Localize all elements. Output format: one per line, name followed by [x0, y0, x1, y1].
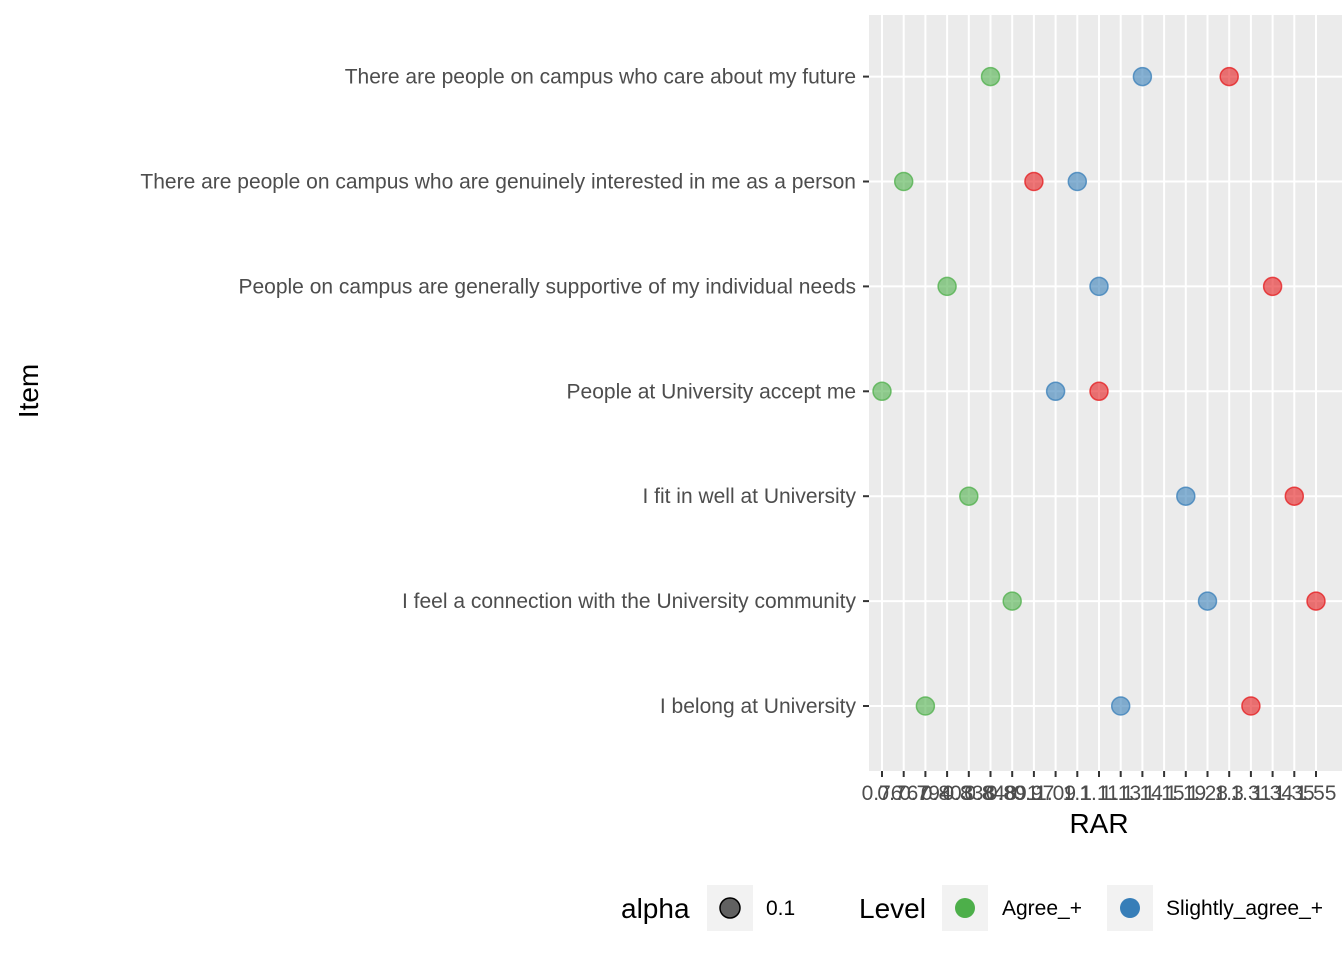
- legend: alpha 0.1 Level Agree_+ Slightly_agree_+: [621, 885, 1323, 931]
- data-point: [1241, 696, 1261, 716]
- data-point: [937, 276, 957, 297]
- y-axis-title: Item: [13, 364, 44, 418]
- data-point: [1197, 591, 1218, 611]
- x-axis-title: RAR: [1069, 808, 1128, 839]
- legend-label-slightly-agree: Slightly_agree_+: [1166, 897, 1323, 920]
- data-point: [872, 381, 892, 402]
- legend-swatch-agree: [955, 898, 975, 918]
- legend-level-title: Level: [859, 893, 926, 924]
- data-point: [1089, 381, 1109, 402]
- x-tick-label: 0.891: [986, 782, 1039, 805]
- x-tick-label: 0.838: [943, 782, 996, 805]
- data-point: [915, 696, 936, 716]
- x-tick-label: 1.3: [1215, 782, 1244, 805]
- x-tick-label: 0.97: [1013, 782, 1054, 805]
- x-tick-label: 1.14: [1122, 782, 1163, 805]
- x-tick-label: 0.794: [899, 782, 952, 805]
- legend-alpha-title: alpha: [621, 893, 690, 924]
- x-tick-label: 1.34: [1252, 782, 1293, 805]
- x-tick-label: 0.767: [877, 782, 930, 805]
- data-point: [1045, 381, 1066, 402]
- x-axis-ticks: 0.760.7670.7940.8030.8380.8480.8910.971.…: [862, 771, 1337, 805]
- data-point: [1262, 276, 1283, 297]
- data-point: [1132, 66, 1153, 87]
- data-point: [1176, 486, 1196, 506]
- legend-alpha-label: 0.1: [766, 897, 795, 920]
- data-point: [959, 486, 979, 506]
- data-point: [1284, 486, 1305, 506]
- data-point: [980, 66, 1001, 87]
- y-tick-label: There are people on campus who care abou…: [345, 66, 856, 89]
- x-tick-label: 1.09: [1035, 782, 1076, 805]
- x-tick-label: 1.11: [1079, 782, 1118, 805]
- y-tick-label: I feel a connection with the University …: [402, 590, 857, 613]
- data-point: [1067, 171, 1088, 192]
- y-tick-label: I belong at University: [660, 695, 857, 718]
- x-tick-label: 1.28: [1187, 782, 1228, 805]
- data-point: [1089, 276, 1109, 297]
- data-point: [1024, 171, 1044, 192]
- y-tick-label: I fit in well at University: [642, 485, 856, 508]
- y-axis-ticks: I belong at University I feel a connectio…: [140, 66, 869, 718]
- x-tick-label: 1.15: [1144, 782, 1185, 805]
- data-points: [872, 66, 1326, 716]
- x-tick-label: 0.803: [921, 782, 974, 805]
- data-point: [1002, 591, 1022, 611]
- data-point: [1306, 591, 1326, 611]
- x-tick-label: 0.848: [964, 782, 1017, 805]
- x-tick-label: 1.35: [1274, 782, 1315, 805]
- x-tick-label: 1.19: [1165, 782, 1206, 805]
- legend-alpha-swatch: [719, 897, 741, 919]
- y-tick-label: People on campus are generally supportiv…: [238, 275, 856, 298]
- x-tick-label: 1.55: [1296, 782, 1337, 805]
- x-tick-label: 1.13: [1100, 782, 1141, 805]
- y-tick-label: There are people on campus who are genui…: [140, 171, 856, 194]
- data-point: [1110, 696, 1131, 716]
- data-point: [893, 171, 914, 192]
- x-tick-label: 1.1: [1063, 782, 1092, 805]
- x-tick-label: 0.76: [862, 782, 903, 805]
- x-tick-label: 1.31: [1230, 782, 1271, 805]
- legend-label-agree: Agree_+: [1002, 897, 1082, 920]
- data-point: [1219, 66, 1239, 87]
- legend-swatch-slightly-agree: [1120, 898, 1140, 918]
- y-tick-label: People at University accept me: [567, 380, 856, 403]
